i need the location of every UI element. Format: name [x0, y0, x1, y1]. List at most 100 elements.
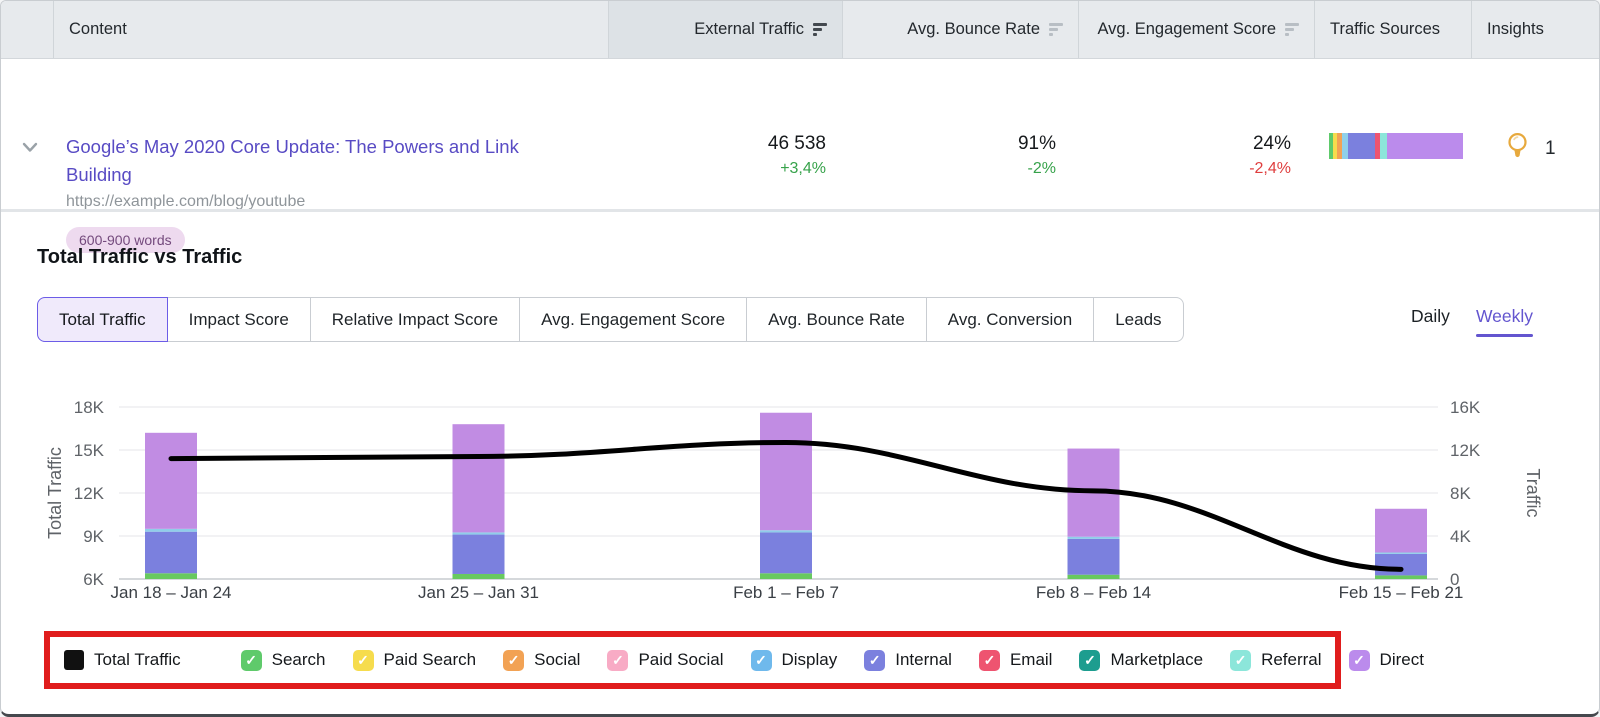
- traffic-source-segment-display: [1342, 133, 1348, 159]
- checkbox-icon[interactable]: ✓: [503, 649, 525, 671]
- content-title-link[interactable]: Google’s May 2020 Core Update: The Power…: [66, 136, 519, 185]
- legend-item-internal[interactable]: ✓ Internal: [864, 649, 952, 671]
- traffic-chart: 18K 15K 12K 9K 6K 16K 12K 8K 4K 0 Total Traffic Tra…: [45, 398, 1543, 602]
- column-header-label: Insights: [1487, 20, 1544, 38]
- legend-label: Display: [781, 650, 838, 669]
- checkbox-icon[interactable]: ✓: [750, 649, 772, 671]
- bar-segment-search: [145, 573, 197, 579]
- bar-segment-search: [1067, 574, 1120, 579]
- legend-label: Email: [1009, 650, 1053, 669]
- bounce-rate-delta: -2%: [1027, 160, 1056, 177]
- sort-icon[interactable]: [1049, 21, 1063, 39]
- tab-relative-impact-score[interactable]: Relative Impact Score: [309, 297, 521, 342]
- external-traffic-cell: 46 538 +3,4%: [768, 133, 826, 178]
- legend-item-total-traffic[interactable]: Total Traffic: [64, 650, 181, 670]
- bar-segment-internal: [452, 534, 505, 574]
- tab-avg-conversion[interactable]: Avg. Conversion: [925, 297, 1095, 342]
- table-header: Content External Traffic Avg. Bounce Rate A…: [1, 1, 1599, 59]
- bounce-rate-value: 91%: [1017, 133, 1056, 154]
- bar-segment-display: [452, 532, 505, 535]
- category-label: Jan 18 – Jan 24: [111, 583, 232, 602]
- column-header-traffic-sources[interactable]: Traffic Sources: [1314, 1, 1471, 58]
- expand-column-spacer: [1, 1, 53, 58]
- checkbox-icon[interactable]: ✓: [240, 649, 262, 671]
- checkbox-icon[interactable]: ✓: [1079, 649, 1101, 671]
- bar-segment-search: [452, 573, 505, 579]
- period-toggle: Daily Weekly: [1411, 306, 1534, 337]
- left-axis-tick: 15K: [74, 441, 105, 460]
- chevron-down-icon[interactable]: [18, 135, 42, 159]
- bar-group-jan-18-jan-24: [145, 432, 197, 579]
- legend-item-display[interactable]: ✓ Display: [750, 649, 838, 671]
- left-axis-tick: 9K: [83, 527, 104, 546]
- traffic-source-segment-search: [1329, 133, 1334, 159]
- traffic-source-segment-paid-search: [1333, 133, 1338, 159]
- bar-segment-internal: [1375, 553, 1427, 576]
- bar-group-feb-8-feb-14: [1067, 448, 1120, 579]
- checkbox-icon[interactable]: ✓: [607, 649, 629, 671]
- column-header-avg-engagement-score[interactable]: Avg. Engagement Score: [1078, 1, 1314, 58]
- insights-cell[interactable]: 1: [1504, 131, 1556, 166]
- total-traffic-swatch[interactable]: [64, 650, 84, 670]
- external-traffic-value: 46 538: [767, 133, 826, 154]
- sort-icon[interactable]: [1285, 21, 1299, 39]
- checkbox-icon[interactable]: ✓: [978, 649, 1000, 671]
- legend-item-paid-search[interactable]: ✓ Paid Search: [352, 649, 476, 671]
- legend-label: Internal: [895, 650, 952, 669]
- bar-segment-internal: [760, 532, 812, 574]
- legend-item-direct[interactable]: ✓ Direct: [1348, 649, 1424, 671]
- left-axis-title: Total Traffic: [45, 447, 65, 539]
- tab-impact-score[interactable]: Impact Score: [166, 297, 311, 342]
- legend-item-marketplace[interactable]: ✓ Marketplace: [1079, 649, 1203, 671]
- section-divider: [1, 209, 1599, 212]
- bar-segment-direct: [452, 424, 505, 533]
- word-count-badge: 600-900 words: [66, 227, 185, 253]
- checkbox-icon[interactable]: ✓: [1230, 649, 1252, 671]
- bar-group-feb-1-feb-7: [760, 412, 812, 579]
- column-header-external-traffic[interactable]: External Traffic: [608, 1, 842, 58]
- right-axis-tick: 16K: [1450, 398, 1481, 417]
- legend-item-paid-social[interactable]: ✓ Paid Social: [607, 649, 724, 671]
- left-axis-tick: 18K: [74, 398, 105, 417]
- legend-label: Total Traffic: [94, 650, 181, 669]
- legend-item-search[interactable]: ✓ Search: [240, 649, 326, 671]
- checkbox-icon[interactable]: ✓: [352, 649, 374, 671]
- period-option-daily[interactable]: Daily: [1411, 306, 1450, 326]
- chart-title: Total Traffic vs Traffic: [37, 246, 243, 268]
- column-header-label: Content: [69, 20, 127, 38]
- tab-total-traffic[interactable]: Total Traffic: [37, 297, 168, 342]
- bar-segment-internal: [145, 531, 197, 574]
- right-axis-tick: 12K: [1450, 441, 1481, 460]
- tab-avg-bounce-rate[interactable]: Avg. Bounce Rate: [746, 297, 927, 342]
- bar-segment-search: [760, 573, 812, 579]
- bounce-rate-cell: 91% -2%: [1018, 133, 1056, 178]
- total-traffic-line: [168, 439, 1404, 572]
- sort-icon[interactable]: [813, 21, 827, 39]
- column-header-content[interactable]: Content: [53, 1, 608, 58]
- column-header-label: Avg. Bounce Rate: [907, 20, 1040, 38]
- legend-label: Search: [271, 650, 326, 669]
- legend-item-social[interactable]: ✓ Social: [503, 649, 580, 671]
- bar-segment-display: [760, 530, 812, 533]
- column-header-label: Traffic Sources: [1330, 20, 1441, 38]
- legend-annotation-box: Total Traffic ✓ Search ✓ Paid Search ✓ Social ✓…: [44, 631, 1424, 689]
- checkbox-icon[interactable]: ✓: [864, 649, 886, 671]
- external-traffic-delta: +3,4%: [780, 160, 826, 177]
- legend-item-email[interactable]: ✓ Email: [978, 649, 1053, 671]
- column-header-insights[interactable]: Insights: [1471, 1, 1599, 58]
- period-option-weekly[interactable]: Weekly: [1475, 306, 1534, 337]
- table-row: Google’s May 2020 Core Update: The Power…: [1, 59, 1599, 253]
- traffic-sources-mini-bar: [1329, 133, 1463, 159]
- bar-group-jan-25-jan-31: [452, 424, 505, 579]
- metric-tab-bar: Total Traffic Impact Score Relative Impact…: [37, 297, 1184, 342]
- column-header-avg-bounce-rate[interactable]: Avg. Bounce Rate: [842, 1, 1078, 58]
- bar-segment-direct: [1375, 508, 1427, 553]
- content-url: https://example.com/blog/youtube: [66, 193, 306, 210]
- column-header-label: Avg. Engagement Score: [1097, 20, 1276, 38]
- bar-segment-search: [1375, 575, 1427, 579]
- tab-avg-engagement-score[interactable]: Avg. Engagement Score: [519, 297, 748, 342]
- checkbox-icon[interactable]: ✓: [1348, 649, 1370, 671]
- engagement-score-delta: -2,4%: [1249, 160, 1291, 177]
- tab-leads[interactable]: Leads: [1093, 297, 1184, 342]
- legend-item-referral[interactable]: ✓ Referral: [1230, 649, 1322, 671]
